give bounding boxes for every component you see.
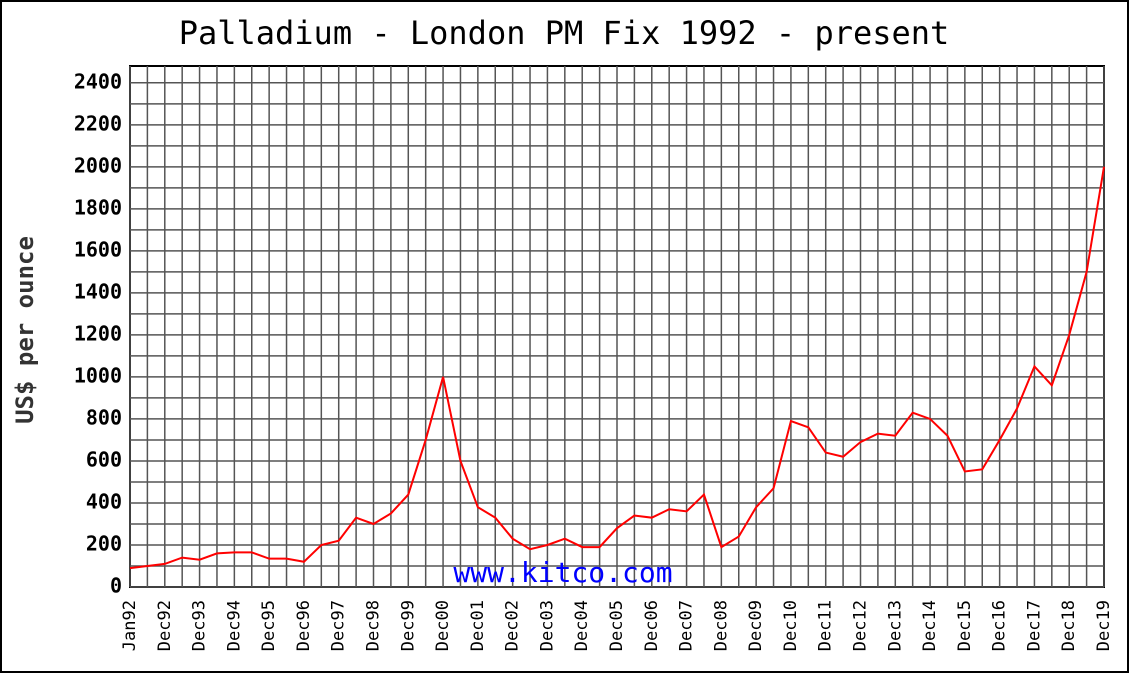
x-tick-label: Dec19 <box>1094 600 1114 651</box>
x-tick-label: Dec06 <box>642 600 662 651</box>
y-tick-label: 2400 <box>74 69 122 93</box>
chart-title: Palladium - London PM Fix 1992 - present <box>179 14 950 52</box>
x-tick-label: Dec08 <box>711 600 731 651</box>
y-tick-label: 1000 <box>74 363 122 387</box>
y-tick-label: 1600 <box>74 237 122 261</box>
x-tick-label: Dec11 <box>816 600 836 651</box>
line <box>129 166 1105 570</box>
x-tick-label: Dec98 <box>364 600 384 651</box>
y-tick-label: 2200 <box>74 111 122 135</box>
x-tick-label: Dec15 <box>955 600 975 651</box>
x-tick-label: Dec94 <box>224 600 244 651</box>
x-tick-label: Dec07 <box>677 600 697 651</box>
y-tick-label: 800 <box>86 405 122 429</box>
y-tick-label: 600 <box>86 447 122 471</box>
x-tick-label: Dec02 <box>503 600 523 651</box>
x-tick-label: Dec12 <box>851 600 871 651</box>
watermark: www.kitco.com <box>453 556 672 589</box>
y-tick-label: 400 <box>86 489 122 513</box>
y-tick-label: 1400 <box>74 279 122 303</box>
x-tick-label: Dec17 <box>1024 600 1044 651</box>
x-tick-label: Dec96 <box>294 600 314 651</box>
x-tick-label: Dec16 <box>990 600 1010 651</box>
x-tick-label: Dec95 <box>259 600 279 651</box>
x-tick-label: Dec09 <box>746 600 766 651</box>
y-axis-label: US$ per ounce <box>11 236 39 424</box>
y-tick-label: 0 <box>110 574 122 598</box>
x-tick-label: Dec05 <box>607 600 627 651</box>
x-tick-label: Dec01 <box>468 600 488 651</box>
x-tick-label: Dec18 <box>1059 600 1079 651</box>
y-tick-label: 1800 <box>74 195 122 219</box>
x-tick-label: Dec00 <box>433 600 453 651</box>
x-tick-label: Dec93 <box>190 600 210 651</box>
y-tick-label: 2000 <box>74 153 122 177</box>
y-tick-label: 1200 <box>74 321 122 345</box>
x-tick-label: Dec92 <box>155 600 175 651</box>
x-tick-label: Dec03 <box>537 600 557 651</box>
x-tick-label: Dec14 <box>920 600 940 651</box>
x-tick-label: Dec99 <box>398 600 418 651</box>
y-tick-label: 200 <box>86 531 122 555</box>
x-tick-label: Dec04 <box>572 600 592 651</box>
x-tick-label: Dec10 <box>781 600 801 651</box>
x-tick-label: Dec13 <box>885 600 905 651</box>
x-tick-label: Jan92 <box>120 600 140 651</box>
x-tick-label: Dec97 <box>329 600 349 651</box>
